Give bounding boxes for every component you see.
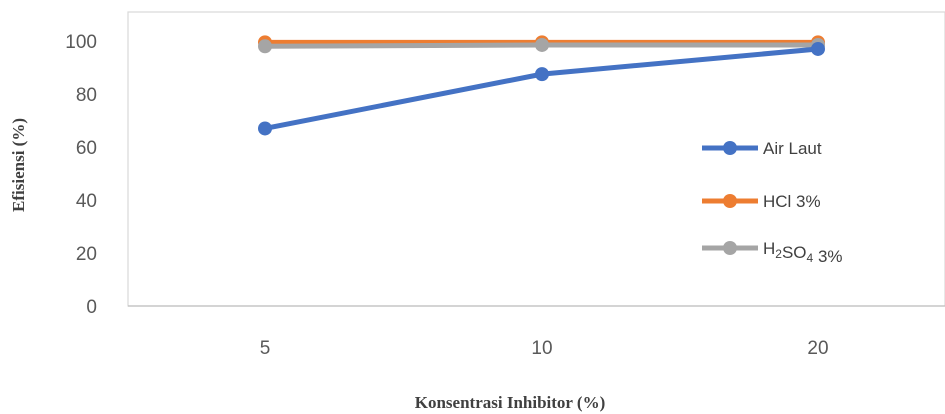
- data-point: [535, 37, 549, 52]
- legend-label: H2SO4 3%: [763, 239, 843, 266]
- legend: Air Laut HCl 3% H2SO4 3%: [702, 139, 843, 266]
- legend-label: HCl 3%: [763, 192, 821, 211]
- y-tick-label: 80: [76, 85, 97, 106]
- x-tick-label: 20: [807, 338, 828, 359]
- x-tick-label: 5: [260, 338, 271, 359]
- y-tick-label: 0: [86, 297, 97, 318]
- series-line: [262, 46, 821, 131]
- y-axis-title: Efisiensi (%): [9, 118, 28, 212]
- x-tick-label: 10: [531, 338, 552, 359]
- y-tick-label: 100: [65, 32, 97, 53]
- legend-marker: [723, 194, 737, 208]
- y-tick-label: 60: [76, 138, 97, 159]
- x-tick-labels: 5 10 20: [260, 338, 829, 359]
- y-tick-labels: 0 20 40 60 80 100: [65, 32, 97, 318]
- y-tick-label: 40: [76, 191, 97, 212]
- data-point: [811, 41, 825, 56]
- y-tick-label: 20: [76, 244, 97, 265]
- data-point: [258, 121, 272, 136]
- series-lines: [258, 35, 825, 136]
- legend-marker: [723, 241, 737, 255]
- data-point: [535, 67, 549, 82]
- legend-marker: [723, 141, 737, 155]
- data-point: [258, 39, 272, 54]
- legend-label: Air Laut: [763, 139, 822, 158]
- x-axis-title: Konsentrasi Inhibitor (%): [415, 393, 606, 412]
